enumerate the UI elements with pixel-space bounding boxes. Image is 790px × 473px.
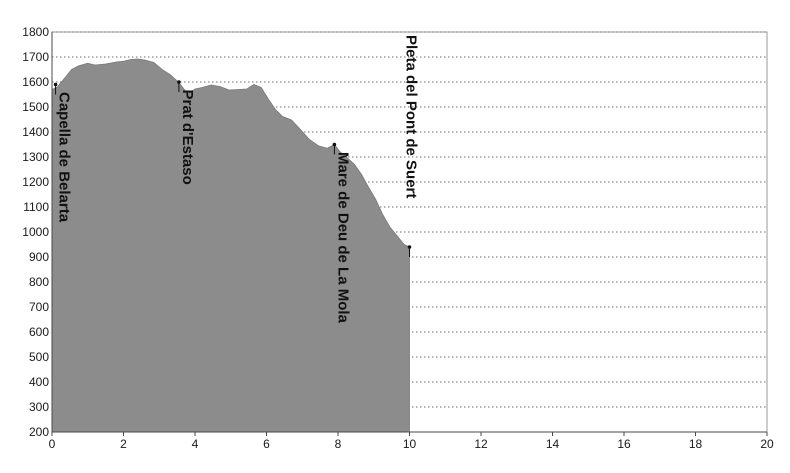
axes bbox=[51, 32, 768, 436]
x-tick-label: 2 bbox=[120, 437, 127, 451]
x-tick-label: 12 bbox=[474, 437, 488, 451]
x-tick-label: 20 bbox=[760, 437, 774, 451]
x-tick-label: 16 bbox=[617, 437, 631, 451]
x-tick-label: 10 bbox=[403, 437, 417, 451]
waypoint-label: Prat d'Estaso bbox=[179, 90, 196, 185]
x-tick-label: 4 bbox=[192, 437, 199, 451]
y-tick-label: 300 bbox=[29, 400, 49, 414]
x-tick-label: 6 bbox=[263, 437, 270, 451]
y-tick-label: 1000 bbox=[22, 225, 49, 239]
y-tick-label: 1600 bbox=[22, 75, 49, 89]
y-tick-label: 500 bbox=[29, 350, 49, 364]
y-tick-label: 600 bbox=[29, 325, 49, 339]
y-tick-label: 1300 bbox=[22, 150, 49, 164]
y-tick-label: 1400 bbox=[22, 125, 49, 139]
y-tick-label: 700 bbox=[29, 300, 49, 314]
waypoint-label: Mare de Deu de La Mola bbox=[334, 152, 351, 324]
y-tick-label: 200 bbox=[29, 425, 49, 439]
waypoint-label: Capella de Belarta bbox=[56, 92, 73, 223]
series-layer bbox=[51, 58, 410, 433]
y-tick-label: 1100 bbox=[23, 200, 49, 214]
x-tick-label: 8 bbox=[335, 437, 342, 451]
y-tick-labels: 200 300 400 500 600 700 800 900 1000 1100 1200 1300… bbox=[22, 25, 49, 439]
elevation-area bbox=[51, 58, 410, 433]
y-tick-label: 900 bbox=[29, 250, 49, 264]
y-tick-label: 400 bbox=[29, 375, 49, 389]
y-tick-label: 1500 bbox=[22, 100, 49, 114]
x-tick-label: 14 bbox=[546, 437, 560, 451]
waypoint-annotations: Capella de Belarta Prat d'Estaso Mare de D… bbox=[53, 35, 420, 324]
waypoint-label: Pleta del Pont de Suert bbox=[403, 35, 420, 198]
x-tick-label: 18 bbox=[689, 437, 703, 451]
y-tick-label: 1700 bbox=[22, 50, 49, 64]
y-tick-label: 1200 bbox=[22, 175, 49, 189]
y-tick-label: 800 bbox=[29, 275, 49, 289]
x-tick-labels: 0 2 4 6 8 10 12 14 16 18 20 bbox=[49, 437, 774, 451]
x-tick-label: 0 bbox=[49, 437, 56, 451]
y-tick-label: 1800 bbox=[22, 25, 49, 39]
